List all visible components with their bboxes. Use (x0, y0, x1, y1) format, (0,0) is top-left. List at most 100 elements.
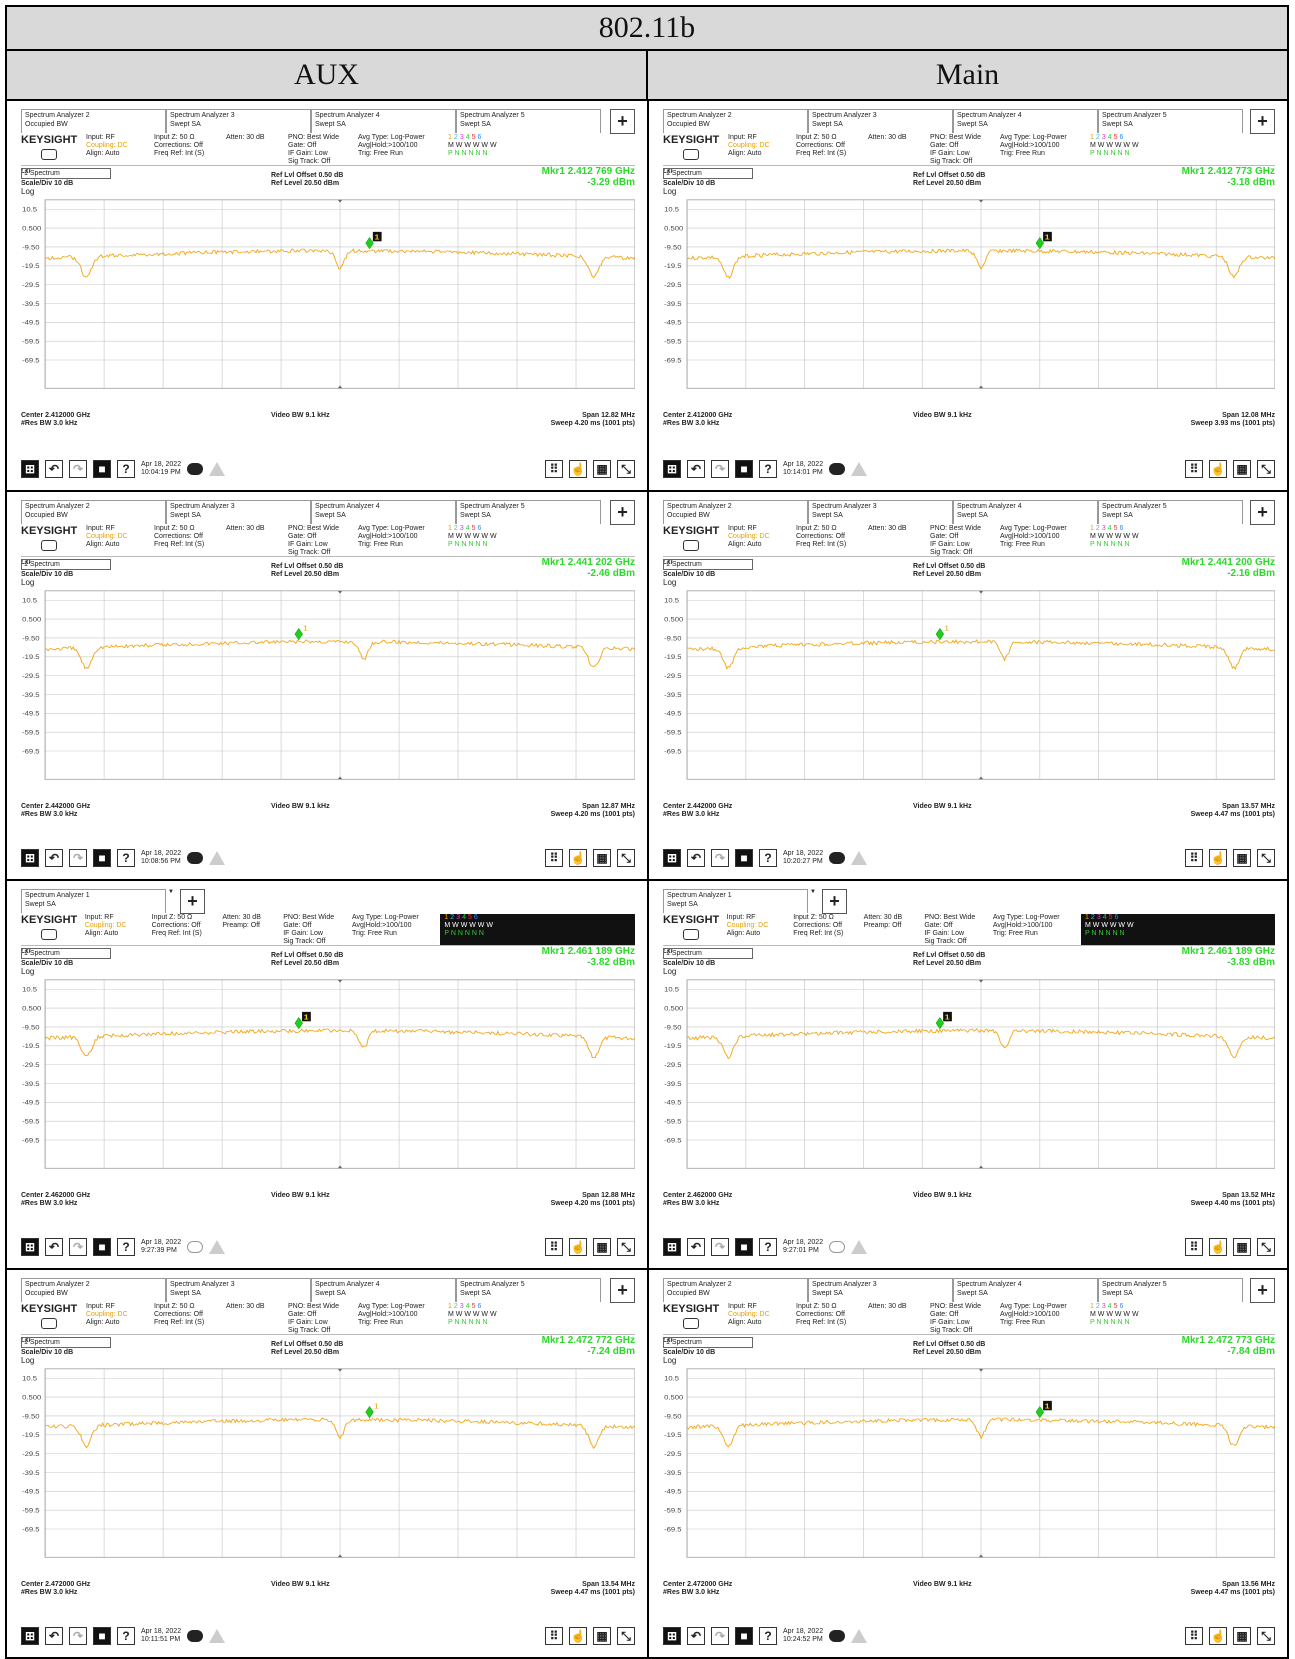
atten-settings[interactable]: Atten: 30 dB (868, 134, 930, 165)
marker-diamond[interactable] (1035, 237, 1044, 250)
plot-area[interactable]: 10.5 0.500 -9.50 -19.5 -29.5 -39.5 -49.5 -59.5 -… (663, 588, 1275, 800)
trigger-settings[interactable]: Avg Type: Log-Power Avg|Hold:>100/100 Trig… (358, 1303, 448, 1334)
message-icon[interactable] (829, 852, 846, 864)
message-icon[interactable] (41, 1318, 57, 1329)
touch-icon[interactable]: ☝ (1209, 849, 1227, 867)
plot-area[interactable]: 10.5 0.500 -9.50 -19.5 -29.5 -39.5 -49.5 -59.5 -… (663, 977, 1275, 1189)
marker-diamond[interactable] (935, 628, 945, 641)
analyzer-tab[interactable]: Spectrum Analyzer 2 Occupied BW (663, 1278, 808, 1302)
input-z-settings[interactable]: Input Z: 50 Ω Corrections: Off Freq Ref: I… (796, 1303, 868, 1334)
input-z-settings[interactable]: Input Z: 50 Ω Corrections: Off Freq Ref: I… (154, 134, 226, 165)
input-settings[interactable]: Input: RF Coupling: DC Align: Auto (85, 914, 152, 945)
message-icon[interactable] (829, 1241, 846, 1253)
keypad-icon[interactable]: ⠿ (1185, 460, 1203, 478)
trigger-settings[interactable]: Avg Type: Log-Power Avg|Hold:>100/100 Trig… (358, 134, 448, 165)
analyzer-tab[interactable]: Spectrum Analyzer 2 Occupied BW (21, 109, 166, 133)
redo-icon[interactable]: ↷ (711, 460, 729, 478)
message-icon[interactable] (41, 540, 57, 551)
undo-icon[interactable]: ↶ (687, 1627, 705, 1645)
windows-icon[interactable]: ⊞ (663, 1238, 681, 1256)
atten-settings[interactable]: Atten: 30 dB Preamp: Off (222, 914, 283, 945)
message-icon[interactable] (683, 929, 699, 940)
trigger-settings[interactable]: Avg Type: Log-Power Avg|Hold:>100/100 Trig… (993, 914, 1081, 945)
analyzer-tab[interactable]: Spectrum Analyzer 5 Swept SA (456, 1278, 601, 1302)
message-icon[interactable] (41, 149, 57, 160)
help-icon[interactable]: ? (759, 1627, 777, 1645)
atten-settings[interactable]: Atten: 30 dB (226, 525, 288, 556)
keypad-icon[interactable]: ⠿ (545, 1627, 563, 1645)
atten-settings[interactable]: Atten: 30 dB (868, 525, 930, 556)
layout-icon[interactable]: ▦ (1233, 849, 1251, 867)
input-settings[interactable]: Input: RF Coupling: DC Align: Auto (86, 525, 154, 556)
message-icon[interactable] (829, 463, 846, 475)
windows-icon[interactable]: ⊞ (21, 1238, 39, 1256)
analyzer-tab[interactable]: Spectrum Analyzer 1 Swept SA (663, 889, 808, 913)
add-screen-button[interactable]: + (610, 109, 635, 134)
dropdown-caret-icon[interactable]: ▼ (810, 889, 816, 895)
add-screen-button[interactable]: + (1250, 109, 1275, 134)
analyzer-tab[interactable]: Spectrum Analyzer 2 Occupied BW (21, 1278, 166, 1302)
add-screen-button[interactable]: + (1250, 1278, 1275, 1303)
undo-icon[interactable]: ↶ (45, 1627, 63, 1645)
windows-icon[interactable]: ⊞ (663, 849, 681, 867)
layout-icon[interactable]: ▦ (593, 1627, 611, 1645)
layout-icon[interactable]: ▦ (1233, 460, 1251, 478)
touch-icon[interactable]: ☝ (569, 1627, 587, 1645)
layout-icon[interactable]: ▦ (593, 849, 611, 867)
fullscreen-icon[interactable]: ⤡ (1257, 849, 1275, 867)
folder-icon[interactable]: ■ (735, 1238, 753, 1256)
view-dropdown[interactable]: 1 Spectrum (21, 1337, 111, 1348)
folder-icon[interactable]: ■ (93, 1238, 111, 1256)
keypad-icon[interactable]: ⠿ (545, 849, 563, 867)
folder-icon[interactable]: ■ (735, 1627, 753, 1645)
layout-icon[interactable]: ▦ (593, 1238, 611, 1256)
analyzer-tab[interactable]: Spectrum Analyzer 4 Swept SA (311, 500, 456, 524)
fullscreen-icon[interactable]: ⤡ (1257, 460, 1275, 478)
analyzer-tab[interactable]: Spectrum Analyzer 4 Swept SA (953, 109, 1098, 133)
help-icon[interactable]: ? (117, 1238, 135, 1256)
input-settings[interactable]: Input: RF Coupling: DC Align: Auto (86, 134, 154, 165)
marker-diamond[interactable] (1035, 1406, 1044, 1419)
input-settings[interactable]: Input: RF Coupling: DC Align: Auto (728, 1303, 796, 1334)
redo-icon[interactable]: ↷ (69, 1627, 87, 1645)
windows-icon[interactable]: ⊞ (663, 1627, 681, 1645)
analyzer-tab[interactable]: Spectrum Analyzer 1 Swept SA (21, 889, 166, 913)
sweep-settings[interactable]: PNO: Best Wide Gate: Off IF Gain: Low Sig T… (924, 914, 993, 945)
help-icon[interactable]: ? (117, 1627, 135, 1645)
keypad-icon[interactable]: ⠿ (1185, 1238, 1203, 1256)
analyzer-tab[interactable]: Spectrum Analyzer 4 Swept SA (953, 1278, 1098, 1302)
plot-area[interactable]: 10.5 0.500 -9.50 -19.5 -29.5 -39.5 -49.5 -59.5 -… (663, 197, 1275, 409)
folder-icon[interactable]: ■ (93, 849, 111, 867)
view-dropdown[interactable]: 1 Spectrum (21, 948, 111, 959)
input-z-settings[interactable]: Input Z: 50 Ω Corrections: Off Freq Ref: I… (154, 525, 226, 556)
folder-icon[interactable]: ■ (93, 1627, 111, 1645)
marker-diamond[interactable] (365, 237, 374, 250)
analyzer-tab[interactable]: Spectrum Analyzer 4 Swept SA (953, 500, 1098, 524)
touch-icon[interactable]: ☝ (1209, 1627, 1227, 1645)
fullscreen-icon[interactable]: ⤡ (1257, 1627, 1275, 1645)
sweep-settings[interactable]: PNO: Best Wide Gate: Off IF Gain: Low Sig T… (288, 1303, 358, 1334)
analyzer-tab[interactable]: Spectrum Analyzer 2 Occupied BW (663, 500, 808, 524)
analyzer-tab[interactable]: Spectrum Analyzer 5 Swept SA (1098, 1278, 1243, 1302)
input-z-settings[interactable]: Input Z: 50 Ω Corrections: Off Freq Ref: I… (796, 525, 868, 556)
windows-icon[interactable]: ⊞ (21, 849, 39, 867)
add-screen-button[interactable]: + (1250, 500, 1275, 525)
redo-icon[interactable]: ↷ (69, 460, 87, 478)
help-icon[interactable]: ? (117, 849, 135, 867)
redo-icon[interactable]: ↷ (711, 849, 729, 867)
redo-icon[interactable]: ↷ (711, 1627, 729, 1645)
undo-icon[interactable]: ↶ (687, 460, 705, 478)
layout-icon[interactable]: ▦ (1233, 1238, 1251, 1256)
atten-settings[interactable]: Atten: 30 dB Preamp: Off (864, 914, 925, 945)
marker-diamond[interactable] (365, 1406, 374, 1419)
message-icon[interactable] (683, 1318, 699, 1329)
view-dropdown[interactable]: 1 Spectrum (21, 168, 111, 179)
input-z-settings[interactable]: Input Z: 50 Ω Corrections: Off Freq Ref: I… (154, 1303, 226, 1334)
